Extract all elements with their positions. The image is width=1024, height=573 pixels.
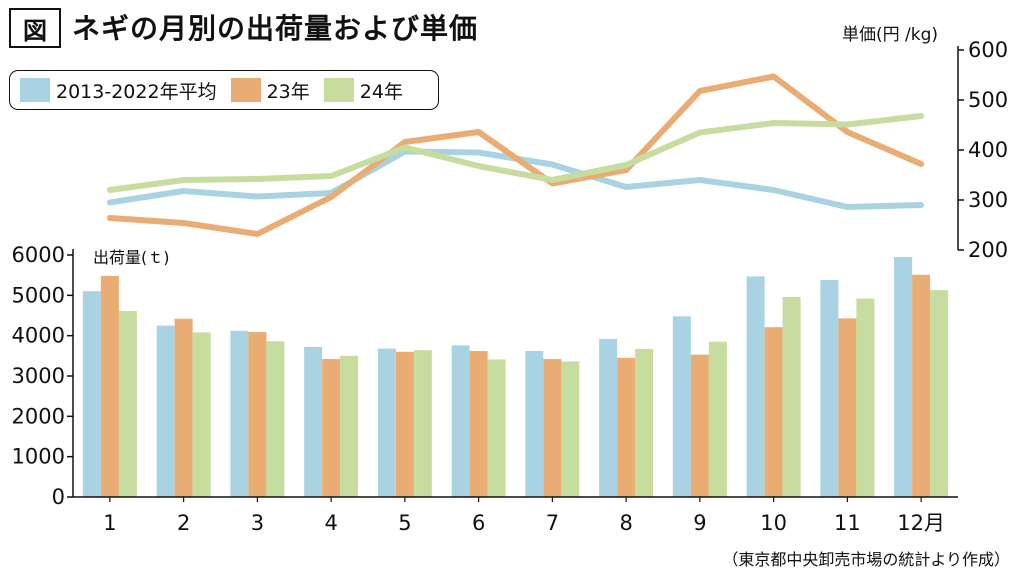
bar-2023-month-5 xyxy=(395,351,414,497)
legend-item-2023: 23年 xyxy=(230,77,310,104)
legend-label-2024: 24年 xyxy=(359,80,403,103)
legend: 2013-2022年平均 23年 24年 xyxy=(9,70,439,110)
legend-label-avg: 2013-2022年平均 xyxy=(56,80,217,103)
bar-avg-month-10 xyxy=(746,276,765,497)
x-tick-label-10: 10 xyxy=(760,511,787,535)
bar-avg-month-11 xyxy=(820,280,839,497)
bar-2023-month-12 xyxy=(912,274,931,497)
bar-avg-month-6 xyxy=(451,345,470,497)
x-tick-label-12: 12月 xyxy=(897,511,945,535)
bar-2023-month-11 xyxy=(838,318,857,497)
legend-swatch-2024 xyxy=(323,78,354,102)
bar-2023-month-8 xyxy=(617,357,636,497)
bar-2024-month-4 xyxy=(340,355,359,497)
bar-avg-month-5 xyxy=(377,348,396,497)
bar-avg-month-12 xyxy=(894,257,913,497)
bar-2024-month-12 xyxy=(930,290,949,497)
bar-2024-month-5 xyxy=(413,350,432,497)
bar-2024-month-3 xyxy=(266,341,285,497)
price-y-tick-label: 200 xyxy=(968,238,1008,262)
legend-swatch-avg xyxy=(20,78,50,102)
bar-2024-month-1 xyxy=(118,311,137,497)
price-y-tick-label: 600 xyxy=(968,38,1008,62)
bar-avg-month-7 xyxy=(525,350,544,497)
x-tick-label-8: 8 xyxy=(619,511,632,535)
bar-2023-month-4 xyxy=(322,359,341,497)
volume-y-tick-label: 4000 xyxy=(12,324,65,348)
x-tick-label-6: 6 xyxy=(472,511,485,535)
bar-2023-month-10 xyxy=(764,327,783,497)
bar-avg-month-8 xyxy=(599,338,618,497)
bar-2023-month-7 xyxy=(543,359,562,497)
legend-label-2023: 23年 xyxy=(266,80,310,103)
price-line-2023 xyxy=(106,73,925,237)
bar-2024-month-11 xyxy=(856,298,875,497)
x-tick-label-1: 1 xyxy=(103,511,116,535)
x-tick-label-3: 3 xyxy=(251,511,264,535)
x-tick-label-11: 11 xyxy=(834,511,861,535)
bar-2023-month-3 xyxy=(248,332,267,497)
volume-y-tick-label: 0 xyxy=(52,485,65,509)
bar-2023-month-1 xyxy=(100,275,119,497)
legend-item-avg: 2013-2022年平均 xyxy=(20,77,217,104)
bar-avg-month-1 xyxy=(82,291,101,497)
x-tick-label-4: 4 xyxy=(324,511,337,535)
bar-2023-month-9 xyxy=(690,354,709,497)
volume-y-tick-label: 2000 xyxy=(12,404,65,428)
legend-item-2024: 24年 xyxy=(323,77,403,104)
price-y-tick-label: 400 xyxy=(968,138,1008,162)
bar-2024-month-10 xyxy=(782,296,801,497)
x-tick-label-2: 2 xyxy=(177,511,190,535)
volume-y-tick-label: 1000 xyxy=(12,445,65,469)
volume-axis-title: 出荷量(ｔ) xyxy=(93,248,170,267)
bar-2023-month-2 xyxy=(174,318,193,497)
bar-avg-month-4 xyxy=(304,346,323,497)
price-y-tick-label: 300 xyxy=(968,188,1008,212)
bar-avg-month-3 xyxy=(230,330,249,497)
bar-2024-month-9 xyxy=(708,341,727,497)
volume-y-tick-label: 3000 xyxy=(12,364,65,388)
x-tick-label-5: 5 xyxy=(398,511,411,535)
volume-y-tick-label: 5000 xyxy=(12,283,65,307)
bar-2023-month-6 xyxy=(469,350,488,497)
price-axis-title: 単価(円 /kg) xyxy=(842,25,939,45)
bar-2024-month-2 xyxy=(192,332,211,497)
chart-title: ネギの月別の出荷量および単価 xyxy=(72,12,479,45)
source-note: （東京都中央卸売市場の統計より作成） xyxy=(722,550,1010,569)
price-y-tick-label: 500 xyxy=(968,88,1008,112)
x-tick-label-7: 7 xyxy=(546,511,559,535)
legend-swatch-2023 xyxy=(230,78,261,102)
price-line-2024 xyxy=(106,113,925,193)
figure-label: 図 xyxy=(9,8,61,48)
bar-avg-month-9 xyxy=(672,316,691,497)
bar-2024-month-6 xyxy=(487,359,506,497)
bar-2024-month-7 xyxy=(561,361,580,497)
x-tick-label-9: 9 xyxy=(693,511,706,535)
bar-avg-month-2 xyxy=(156,325,175,497)
volume-y-tick-label: 6000 xyxy=(12,243,65,267)
bar-2024-month-8 xyxy=(635,348,654,497)
